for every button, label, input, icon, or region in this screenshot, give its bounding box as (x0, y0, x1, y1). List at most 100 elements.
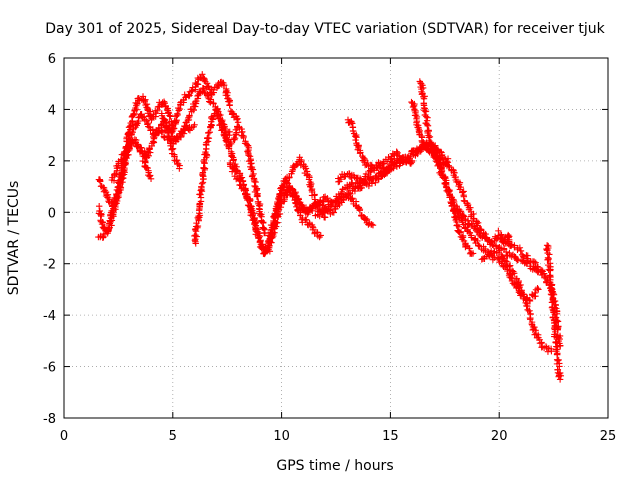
data-point (520, 291, 528, 298)
data-point (174, 134, 182, 141)
data-point (100, 230, 108, 238)
data-point (466, 229, 474, 236)
data-point (174, 111, 181, 119)
data-point (209, 116, 217, 123)
data-point (172, 113, 180, 120)
data-point (456, 206, 463, 214)
data-point (424, 114, 431, 121)
data-point (120, 152, 128, 159)
data-point (345, 189, 353, 197)
data-point (517, 247, 525, 255)
data-point (213, 106, 221, 113)
data-point (252, 219, 259, 227)
data-point (506, 242, 514, 249)
data-point (388, 162, 395, 169)
data-point (185, 91, 192, 98)
data-point (236, 181, 244, 188)
data-point (191, 121, 198, 129)
data-point (253, 185, 261, 192)
data-point (546, 251, 553, 258)
data-point (167, 113, 174, 120)
data-point (356, 175, 364, 182)
data-point (323, 206, 330, 214)
data-point (162, 121, 170, 129)
data-point (246, 197, 253, 204)
data-point (311, 192, 318, 199)
data-point (487, 239, 495, 246)
y-tick-label: -2 (43, 258, 56, 273)
data-point (522, 299, 529, 306)
data-point (553, 348, 560, 355)
data-point (122, 158, 129, 166)
data-point (234, 119, 242, 126)
x-tick-label: 25 (600, 429, 617, 444)
data-point (516, 244, 524, 251)
data-point (309, 223, 316, 231)
data-point (146, 108, 153, 115)
data-point (495, 227, 502, 235)
data-point (173, 157, 181, 164)
data-point (474, 237, 481, 245)
data-point (408, 157, 416, 165)
data-point (535, 286, 542, 293)
data-point (316, 197, 324, 204)
data-point (418, 146, 426, 153)
data-point (138, 112, 145, 120)
data-point (423, 121, 431, 128)
data-point (543, 247, 551, 254)
data-point (349, 127, 357, 135)
data-point (161, 100, 169, 107)
data-point (147, 175, 155, 183)
data-point (195, 212, 202, 220)
data-point (457, 208, 465, 215)
data-point (199, 71, 206, 78)
data-point (252, 227, 260, 235)
data-point (556, 342, 564, 350)
data-point (557, 372, 565, 380)
data-point (352, 136, 359, 144)
data-point (253, 193, 261, 200)
data-point (246, 153, 254, 160)
data-point (119, 179, 126, 186)
data-point (549, 288, 556, 295)
data-point (484, 248, 491, 255)
data-point (302, 216, 309, 223)
series-track-p (409, 139, 546, 276)
data-point (460, 212, 467, 219)
data-point (141, 113, 148, 120)
data-point (260, 219, 267, 226)
data-point (426, 133, 434, 140)
data-point (97, 212, 105, 220)
data-point (219, 126, 227, 134)
data-point (422, 113, 430, 120)
data-point (194, 80, 201, 88)
data-point (328, 201, 336, 209)
x-tick-label: 15 (382, 429, 399, 444)
data-point (121, 148, 128, 155)
data-point (358, 184, 365, 192)
data-point (113, 195, 121, 202)
data-point (267, 239, 275, 246)
data-point (415, 128, 423, 135)
data-point (240, 134, 247, 141)
data-point (140, 153, 148, 160)
data-point (220, 82, 228, 89)
data-point (302, 165, 310, 172)
plot-frame (63, 57, 609, 419)
data-point (437, 148, 445, 156)
data-point (395, 152, 403, 159)
data-point (284, 189, 292, 196)
data-point (158, 112, 166, 119)
data-point (317, 232, 324, 239)
data-point (255, 234, 262, 242)
data-point (232, 168, 240, 176)
data-point (186, 112, 193, 119)
data-point (234, 115, 241, 122)
data-point (285, 184, 293, 191)
data-point (188, 88, 195, 95)
data-point (432, 142, 439, 149)
data-point (433, 158, 440, 165)
data-point (131, 136, 139, 143)
data-point (422, 107, 430, 115)
data-point (288, 168, 296, 175)
